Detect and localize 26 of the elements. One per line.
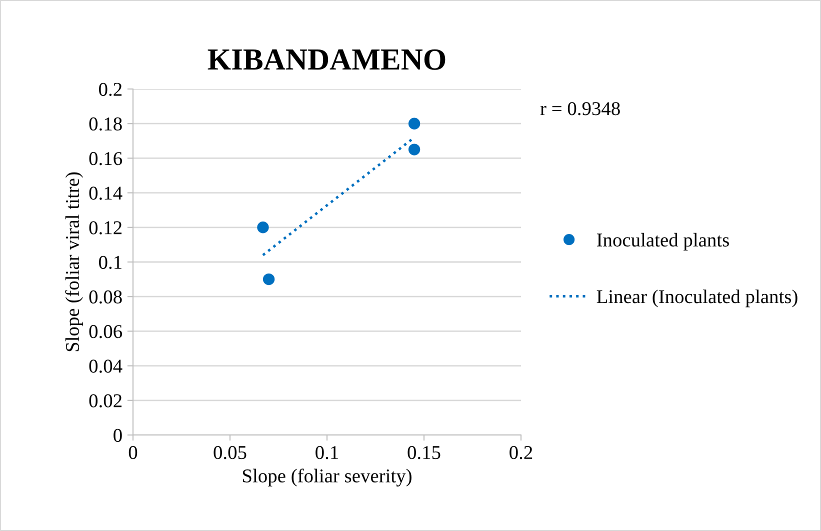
x-tick-label: 0.15: [408, 446, 440, 460]
x-tick-label: 0.2: [510, 446, 532, 460]
x-tick-label: 0.1: [316, 446, 338, 460]
point: [408, 118, 420, 130]
y-tick-label: 0: [114, 428, 122, 442]
y-tick-label: 0.02: [89, 394, 122, 408]
point: [262, 273, 275, 286]
y-tick-label: 0.08: [89, 290, 122, 304]
y-tick-label: 0.2: [99, 82, 122, 96]
y-tick-label: 0.1: [99, 256, 122, 270]
x-tick-label: 0: [128, 446, 138, 460]
y-tick-label: 0.18: [89, 117, 122, 131]
y-axis-title: Slope (foliar viral titre): [65, 172, 83, 352]
legend-label: Linear (Inoculated plants): [596, 290, 798, 308]
chart-title: KIBANDAMENO: [208, 49, 446, 70]
y-tick-label: 0.04: [89, 360, 122, 373]
x-axis-title: Slope (foliar severity): [242, 468, 412, 486]
x-tick-label: 0.05: [214, 446, 246, 460]
y-tick-label: 0.12: [89, 221, 122, 234]
text: r = 0.9348: [540, 102, 620, 116]
y-tick-label: 0.06: [89, 325, 122, 338]
y-tick-label: 0.16: [89, 152, 122, 166]
point: [257, 222, 269, 234]
y-tick-label: 0.14: [89, 186, 122, 200]
legend-label: Inoculated plants: [596, 232, 729, 251]
point: [408, 144, 420, 156]
